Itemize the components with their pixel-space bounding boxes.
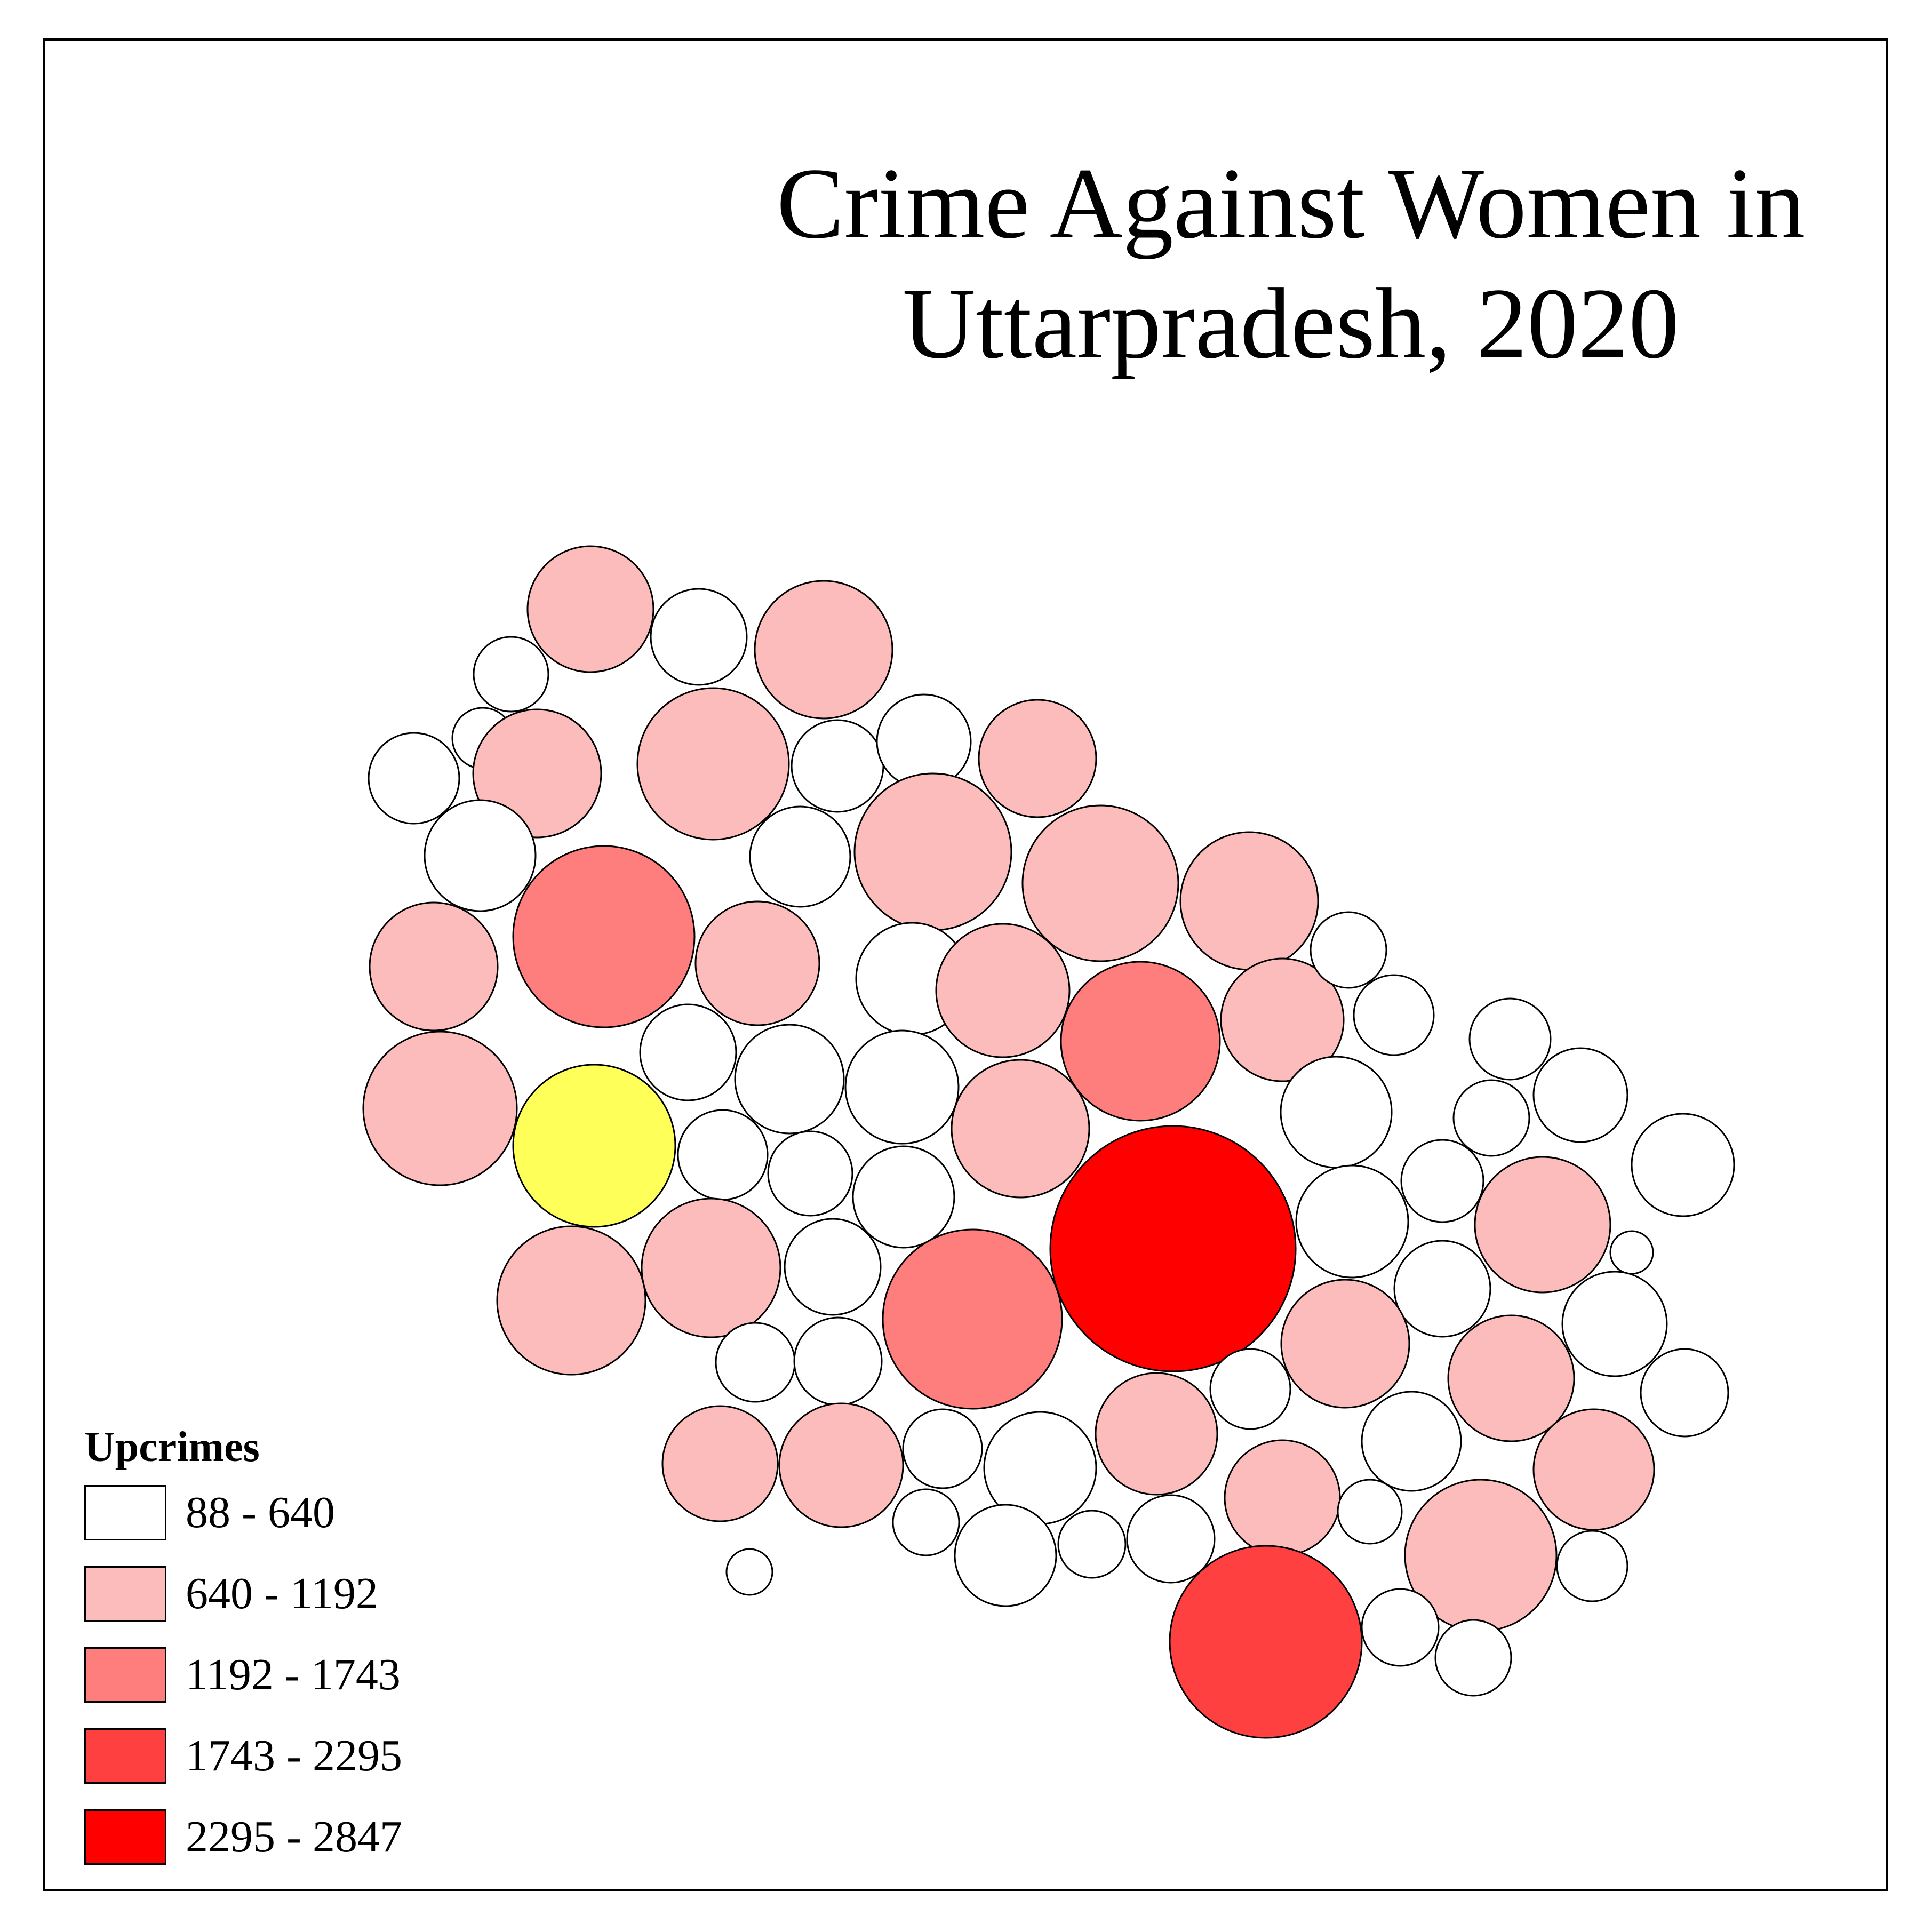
district-circle-8 bbox=[791, 719, 884, 813]
district-circle-65 bbox=[1337, 1479, 1403, 1545]
district-circle-18 bbox=[694, 900, 820, 1026]
legend-label-5: 2295 - 2847 bbox=[186, 1812, 402, 1862]
legend-swatch-1 bbox=[84, 1485, 166, 1540]
district-circle-27 bbox=[844, 1029, 960, 1145]
district-circle-58 bbox=[778, 1402, 904, 1528]
district-circle-37 bbox=[1452, 1079, 1530, 1157]
legend-item-1: 88 - 640 bbox=[84, 1485, 335, 1566]
district-circle-61 bbox=[1095, 1372, 1218, 1496]
district-circle-21 bbox=[1060, 961, 1221, 1122]
district-circle-17 bbox=[512, 845, 696, 1028]
district-circle-1 bbox=[526, 545, 654, 673]
district-circle-42 bbox=[1400, 1139, 1484, 1223]
district-circle-2 bbox=[650, 588, 748, 686]
district-circle-48 bbox=[1609, 1230, 1654, 1275]
district-circle-63 bbox=[1532, 1408, 1655, 1531]
district-circle-20 bbox=[935, 923, 1071, 1058]
district-circle-51 bbox=[715, 1322, 796, 1403]
district-circle-40 bbox=[1049, 1125, 1297, 1372]
map-title-line-1: Crime Against Women in bbox=[776, 148, 1806, 260]
legend-item-2: 640 - 1192 bbox=[84, 1566, 378, 1647]
legend-label-4: 1743 - 2295 bbox=[186, 1731, 402, 1781]
district-circle-43 bbox=[1474, 1156, 1611, 1294]
legend-item-5: 2295 - 2847 bbox=[84, 1809, 402, 1890]
district-circle-4 bbox=[473, 636, 549, 713]
legend: Upcrimes 88 - 640 640 - 1192 1192 - 1743… bbox=[84, 1423, 402, 1890]
district-circle-74 bbox=[1361, 1588, 1440, 1667]
district-circle-41 bbox=[1295, 1164, 1409, 1279]
district-circle-56 bbox=[1640, 1348, 1729, 1438]
district-circle-10 bbox=[978, 699, 1097, 818]
district-circle-39 bbox=[1631, 1113, 1735, 1217]
legend-item-3: 1192 - 1743 bbox=[84, 1647, 401, 1728]
district-circle-25 bbox=[639, 1003, 737, 1101]
district-circle-53 bbox=[1280, 1279, 1410, 1409]
district-circle-23 bbox=[1310, 911, 1387, 989]
district-circle-32 bbox=[677, 1109, 769, 1201]
district-circle-46 bbox=[784, 1218, 882, 1316]
district-circle-49 bbox=[1393, 1240, 1491, 1338]
map-title: Crime Against Women in Uttarpradesh, 202… bbox=[709, 144, 1872, 384]
district-circle-59 bbox=[902, 1408, 983, 1489]
district-circle-73 bbox=[1169, 1545, 1363, 1739]
district-circle-24 bbox=[369, 901, 499, 1032]
district-circle-72 bbox=[725, 1548, 773, 1596]
legend-swatch-4 bbox=[84, 1728, 166, 1784]
legend-swatch-3 bbox=[84, 1647, 166, 1703]
district-circle-45 bbox=[641, 1197, 781, 1338]
district-circle-34 bbox=[852, 1145, 955, 1249]
district-circle-35 bbox=[951, 1059, 1090, 1199]
district-circle-44 bbox=[496, 1225, 646, 1376]
district-circle-67 bbox=[892, 1488, 960, 1556]
map-title-line-2: Uttarpradesh, 2020 bbox=[902, 268, 1680, 380]
district-circle-71 bbox=[1556, 1530, 1628, 1602]
district-circle-62 bbox=[1361, 1391, 1462, 1492]
district-circle-11 bbox=[368, 732, 460, 825]
legend-swatch-5 bbox=[84, 1809, 166, 1865]
district-circle-31 bbox=[512, 1064, 676, 1228]
district-circle-7 bbox=[636, 687, 790, 841]
district-circle-14 bbox=[1021, 804, 1179, 962]
district-circle-75 bbox=[1434, 1619, 1512, 1697]
district-circle-54 bbox=[1209, 1348, 1291, 1430]
district-circle-47 bbox=[882, 1228, 1063, 1410]
district-circle-36 bbox=[1280, 1056, 1393, 1169]
district-circle-12 bbox=[749, 805, 851, 908]
legend-label-2: 640 - 1192 bbox=[186, 1569, 378, 1618]
district-circle-3 bbox=[754, 580, 893, 720]
district-circle-13 bbox=[853, 772, 1012, 931]
district-circle-68 bbox=[954, 1504, 1057, 1607]
district-circle-69 bbox=[1057, 1510, 1127, 1579]
district-circle-28 bbox=[1353, 974, 1435, 1056]
legend-item-4: 1743 - 2295 bbox=[84, 1728, 402, 1809]
legend-swatch-2 bbox=[84, 1566, 166, 1622]
district-circle-50 bbox=[1561, 1271, 1668, 1377]
district-circle-22 bbox=[1220, 957, 1345, 1082]
district-circle-30 bbox=[362, 1031, 518, 1186]
district-circle-16 bbox=[424, 799, 537, 912]
district-circle-15 bbox=[1179, 831, 1319, 971]
legend-label-3: 1192 - 1743 bbox=[186, 1650, 401, 1699]
district-circle-70 bbox=[1126, 1494, 1216, 1584]
district-circle-57 bbox=[661, 1405, 779, 1522]
district-circle-52 bbox=[793, 1316, 883, 1406]
district-circle-38 bbox=[1532, 1047, 1628, 1143]
district-circle-26 bbox=[734, 1024, 845, 1135]
district-circle-33 bbox=[767, 1130, 853, 1217]
legend-label-1: 88 - 640 bbox=[186, 1488, 335, 1537]
district-circle-29 bbox=[1468, 997, 1552, 1081]
district-circle-55 bbox=[1447, 1314, 1575, 1442]
district-circle-64 bbox=[1224, 1439, 1341, 1556]
legend-title: Upcrimes bbox=[84, 1424, 260, 1471]
